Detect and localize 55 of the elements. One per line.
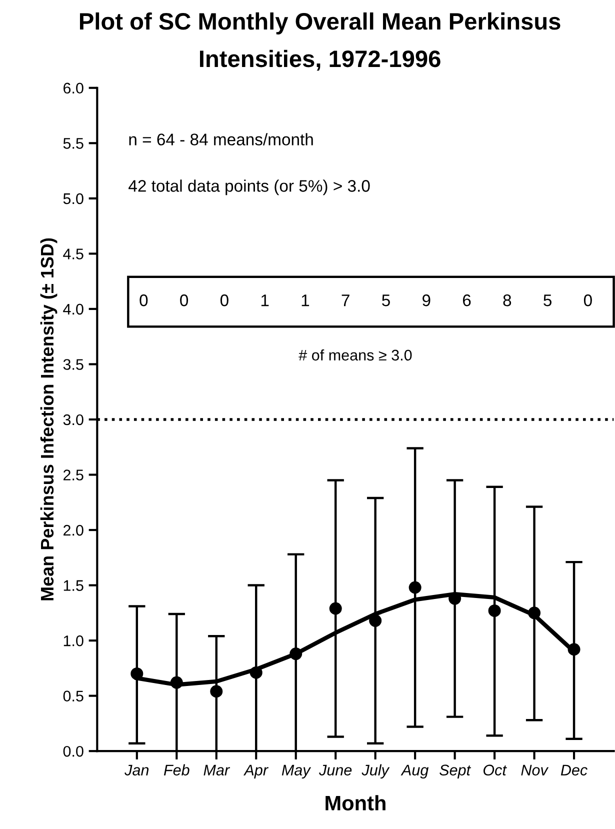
annotation: # of means ≥ 3.0 [298, 349, 412, 361]
x-tick-label: Sept [440, 764, 472, 779]
annotation: 5 [382, 294, 390, 306]
point [329, 602, 342, 615]
point [210, 685, 223, 698]
point [528, 606, 541, 620]
y-tick-label: 4.0 [63, 304, 84, 315]
annotation: 9 [422, 294, 430, 306]
y-tick-label: 5.5 [63, 138, 84, 149]
y-tick-label: 5.0 [63, 193, 84, 204]
y-tick-label: 1.5 [64, 580, 84, 591]
y-tick-label: 3.5 [63, 359, 84, 370]
y-tick-label: 2.5 [64, 470, 84, 480]
annotation: 42 total data points (or 5%) > 3.0 [128, 180, 370, 196]
annotation: 0 [584, 294, 592, 306]
annotation: 8 [503, 294, 512, 306]
x-tick-label: Oct [484, 764, 507, 776]
annotation: 0 [220, 294, 228, 306]
y-tick-label: 1.0 [64, 635, 84, 646]
y-tick-label: 0.5 [63, 690, 84, 702]
point [408, 581, 422, 594]
x-tick-label: July [362, 764, 390, 779]
annotation: 0 [180, 294, 188, 306]
x-tick-label: May [282, 764, 312, 779]
annotation: 7 [342, 294, 350, 306]
point [488, 604, 501, 617]
x-tick-label: Apr [243, 764, 269, 779]
point [170, 676, 183, 689]
annotation: 1 [302, 294, 310, 306]
chart-title: Plot of SC Monthly Overall Mean Perkinsus Intensities, 1972-1996 [80, 12, 560, 71]
annotation: n = 64 - 84 means/month [129, 133, 313, 146]
annotation: 5 [544, 294, 552, 306]
x-tick-label: Feb [164, 764, 190, 776]
y-tick-label: 6.0 [64, 82, 84, 94]
annotation: 1 [261, 294, 269, 306]
point [130, 667, 144, 680]
point [369, 614, 382, 627]
x-tick-label: Jan [124, 764, 149, 776]
y-axis-title: Mean Perkinsus Infection Intensity (± 1SD) [40, 238, 58, 600]
x-axis-title: Month [326, 795, 386, 810]
y-tick-label: 2.0 [64, 524, 84, 536]
x-tick-label: Aug [400, 764, 429, 779]
y-tick-label: 3.0 [63, 414, 84, 426]
x-tick-label: Nov [521, 764, 549, 776]
x-tick-label: Dec [560, 764, 588, 776]
x-tick-label: June [319, 764, 352, 776]
annotation: 0 [140, 294, 148, 306]
x-tick-label: Mar [204, 764, 230, 776]
point [290, 648, 302, 660]
point [568, 643, 580, 656]
y-tick-label: 4.5 [63, 248, 84, 260]
point [448, 592, 462, 605]
point [250, 666, 262, 679]
annotation: 6 [462, 294, 471, 306]
y-tick-label: 0.0 [63, 746, 84, 757]
